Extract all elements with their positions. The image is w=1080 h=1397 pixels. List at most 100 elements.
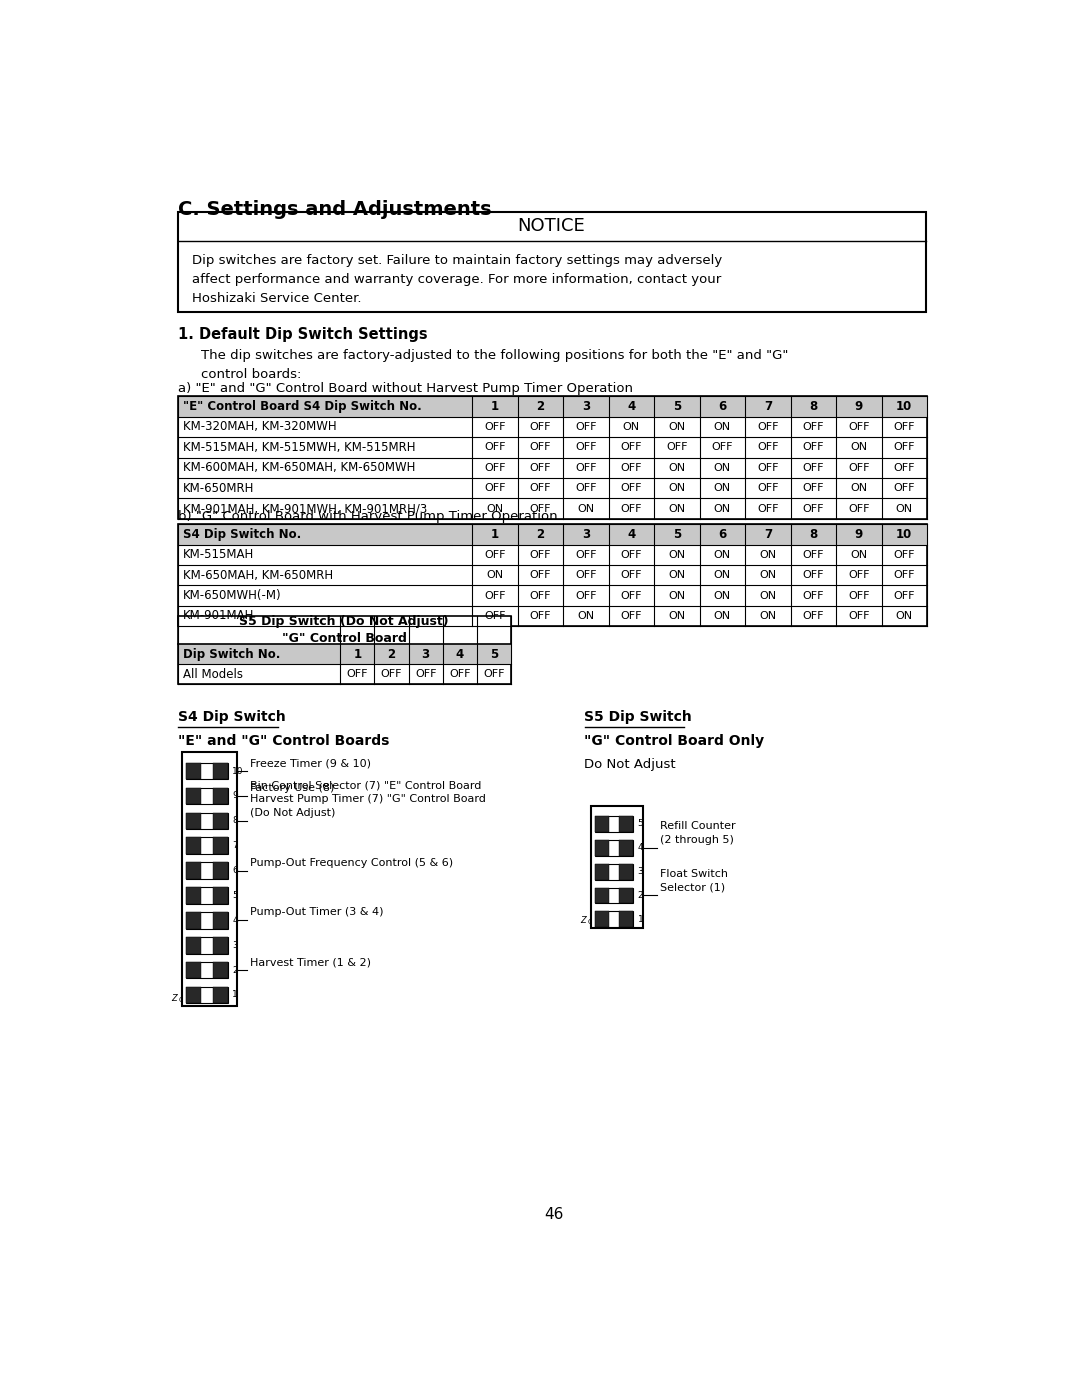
FancyBboxPatch shape <box>595 840 608 855</box>
FancyBboxPatch shape <box>213 912 228 929</box>
Text: OFF: OFF <box>848 570 869 580</box>
Text: Pump-Out Timer (3 & 4): Pump-Out Timer (3 & 4) <box>249 907 383 918</box>
FancyBboxPatch shape <box>186 763 201 780</box>
FancyBboxPatch shape <box>595 887 608 904</box>
Text: 9: 9 <box>854 528 863 541</box>
Text: OFF: OFF <box>484 610 505 622</box>
Text: OFF: OFF <box>483 669 504 679</box>
FancyBboxPatch shape <box>595 840 633 855</box>
FancyBboxPatch shape <box>177 644 511 665</box>
FancyBboxPatch shape <box>619 840 633 855</box>
Text: OFF: OFF <box>757 443 779 453</box>
FancyBboxPatch shape <box>186 986 228 1003</box>
Text: OFF: OFF <box>529 591 551 601</box>
Text: ON: ON <box>714 503 731 514</box>
FancyBboxPatch shape <box>186 961 228 978</box>
Text: ON: ON <box>669 591 686 601</box>
Text: KM-600MAH, KM-650MAH, KM-650MWH: KM-600MAH, KM-650MAH, KM-650MWH <box>183 461 416 474</box>
Text: KM-320MAH, KM-320MWH: KM-320MAH, KM-320MWH <box>183 420 337 433</box>
FancyBboxPatch shape <box>619 816 633 831</box>
FancyBboxPatch shape <box>595 816 633 831</box>
Text: C. Settings and Adjustments: C. Settings and Adjustments <box>177 200 491 219</box>
Text: OFF: OFF <box>576 570 596 580</box>
Text: 7: 7 <box>232 841 238 851</box>
Text: "G" Control Board Only: "G" Control Board Only <box>584 733 765 747</box>
FancyBboxPatch shape <box>213 937 228 954</box>
Text: 1: 1 <box>637 915 644 923</box>
FancyBboxPatch shape <box>186 937 201 954</box>
FancyBboxPatch shape <box>177 211 926 312</box>
FancyBboxPatch shape <box>213 763 228 780</box>
Text: ON: ON <box>669 503 686 514</box>
Text: OFF: OFF <box>893 550 915 560</box>
Text: 1. Default Dip Switch Settings: 1. Default Dip Switch Settings <box>177 327 428 342</box>
FancyBboxPatch shape <box>595 911 608 928</box>
Text: Dip Switch No.: Dip Switch No. <box>183 648 281 661</box>
FancyBboxPatch shape <box>595 863 633 880</box>
Text: OFF: OFF <box>484 591 505 601</box>
Text: S5 Dip Switch: S5 Dip Switch <box>584 711 692 725</box>
Text: 5: 5 <box>489 648 498 661</box>
Text: OFF: OFF <box>802 483 824 493</box>
Text: ON: ON <box>623 422 640 432</box>
FancyBboxPatch shape <box>186 912 201 929</box>
Text: OFF: OFF <box>893 422 915 432</box>
Text: 4: 4 <box>627 528 635 541</box>
Text: OFF: OFF <box>529 550 551 560</box>
Text: 2: 2 <box>537 528 544 541</box>
Text: ON: ON <box>578 503 594 514</box>
Text: ON: ON <box>850 483 867 493</box>
FancyBboxPatch shape <box>186 763 228 780</box>
FancyBboxPatch shape <box>186 813 228 830</box>
FancyBboxPatch shape <box>177 524 927 626</box>
Text: ON: ON <box>714 462 731 472</box>
Text: "E" and "G" Control Boards: "E" and "G" Control Boards <box>177 733 389 747</box>
FancyBboxPatch shape <box>213 961 228 978</box>
Text: OFF: OFF <box>757 483 779 493</box>
Text: All Models: All Models <box>183 668 243 680</box>
FancyBboxPatch shape <box>595 816 608 831</box>
FancyBboxPatch shape <box>186 937 228 954</box>
FancyBboxPatch shape <box>213 837 228 854</box>
Text: OFF: OFF <box>576 591 596 601</box>
Text: 10: 10 <box>232 767 244 775</box>
Text: OFF: OFF <box>848 591 869 601</box>
Text: ON: ON <box>850 443 867 453</box>
FancyBboxPatch shape <box>186 837 228 854</box>
FancyBboxPatch shape <box>177 524 927 545</box>
FancyBboxPatch shape <box>213 862 228 879</box>
Text: OFF: OFF <box>576 462 596 472</box>
FancyBboxPatch shape <box>186 788 201 805</box>
Text: 5: 5 <box>673 528 681 541</box>
Text: OFF: OFF <box>529 443 551 453</box>
Text: KM-650MAH, KM-650MRH: KM-650MAH, KM-650MRH <box>183 569 333 581</box>
FancyBboxPatch shape <box>213 788 228 805</box>
Text: 1: 1 <box>353 648 362 661</box>
FancyBboxPatch shape <box>177 397 927 416</box>
Text: OFF: OFF <box>757 422 779 432</box>
FancyBboxPatch shape <box>181 752 238 1006</box>
FancyBboxPatch shape <box>186 837 201 854</box>
Text: OFF: OFF <box>347 669 368 679</box>
Text: OFF: OFF <box>576 550 596 560</box>
Text: OFF: OFF <box>576 422 596 432</box>
Text: 3: 3 <box>582 400 590 414</box>
Text: b) "G" Control Board with Harvest Pump Timer Operation: b) "G" Control Board with Harvest Pump T… <box>177 510 557 524</box>
Text: ON: ON <box>669 550 686 560</box>
Text: 2: 2 <box>537 400 544 414</box>
Text: ON: ON <box>759 550 777 560</box>
Text: OFF: OFF <box>484 422 505 432</box>
Text: ON: ON <box>895 610 913 622</box>
Text: 4: 4 <box>232 916 238 925</box>
Text: O: O <box>178 997 184 1003</box>
Text: OFF: OFF <box>621 483 643 493</box>
Text: OFF: OFF <box>848 610 869 622</box>
Text: ON: ON <box>714 483 731 493</box>
Text: 2: 2 <box>232 965 238 975</box>
Text: a) "E" and "G" Control Board without Harvest Pump Timer Operation: a) "E" and "G" Control Board without Har… <box>177 383 633 395</box>
Text: OFF: OFF <box>757 503 779 514</box>
Text: OFF: OFF <box>802 422 824 432</box>
Text: ON: ON <box>486 570 503 580</box>
Text: ON: ON <box>669 422 686 432</box>
Text: OFF: OFF <box>893 462 915 472</box>
